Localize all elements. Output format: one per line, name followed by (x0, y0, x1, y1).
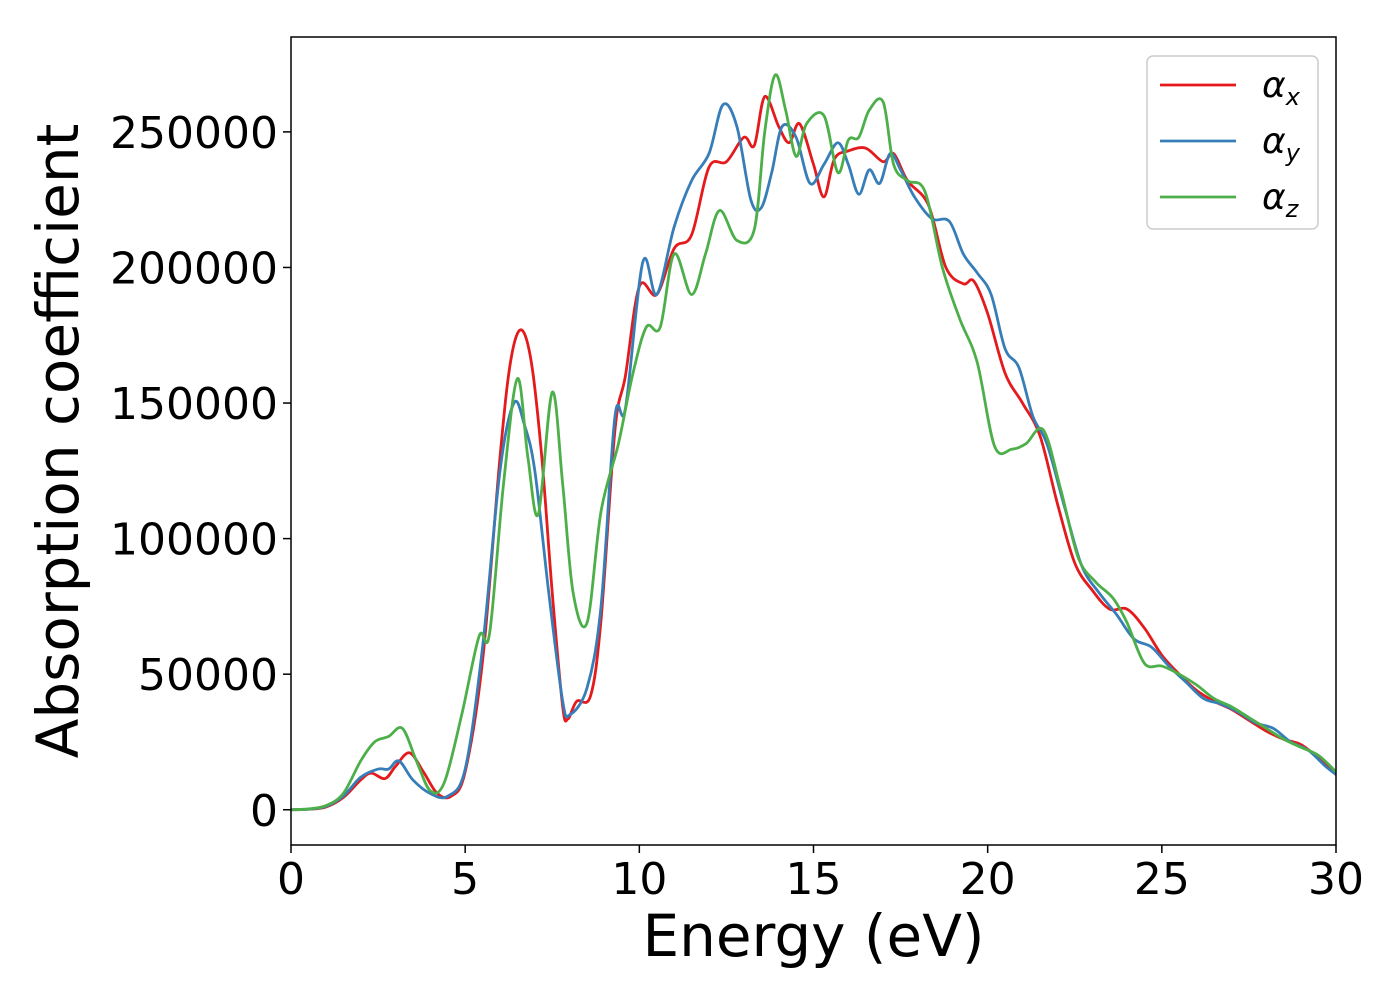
x-tick-label: 15 (786, 854, 842, 905)
series-line-y (291, 102, 1336, 812)
x-tick-label: 0 (277, 854, 305, 905)
y-tick-label: 150000 (110, 379, 278, 430)
y-tick-label: 50000 (138, 650, 278, 701)
legend-box (1146, 55, 1319, 230)
legend-label-y: αy (1262, 121, 1301, 167)
x-axis-title: Energy (eV) (642, 902, 984, 970)
y-tick-label: 0 (250, 786, 278, 837)
legend-label-z: αz (1262, 177, 1300, 223)
x-axis: 0 5 10 15 20 25 30 (277, 845, 1364, 905)
series-layer (291, 73, 1336, 812)
series-line-z (291, 73, 1336, 812)
y-tick-label: 250000 (110, 108, 278, 159)
y-tick-label: 100000 (110, 515, 278, 566)
legend-label-x: αx (1262, 65, 1301, 111)
x-tick-label: 5 (451, 854, 479, 905)
y-axis-title: Absorption coefficient (24, 124, 92, 759)
legend: αx αy αz (1146, 55, 1319, 230)
plot-area (290, 36, 1337, 846)
x-tick-label: 10 (611, 854, 667, 905)
y-axis: 0 50000 100000 150000 200000 250000 (110, 108, 291, 837)
x-tick-label: 30 (1308, 854, 1364, 905)
x-tick-label: 20 (960, 854, 1016, 905)
x-tick-label: 25 (1134, 854, 1190, 905)
y-tick-label: 200000 (110, 243, 278, 294)
